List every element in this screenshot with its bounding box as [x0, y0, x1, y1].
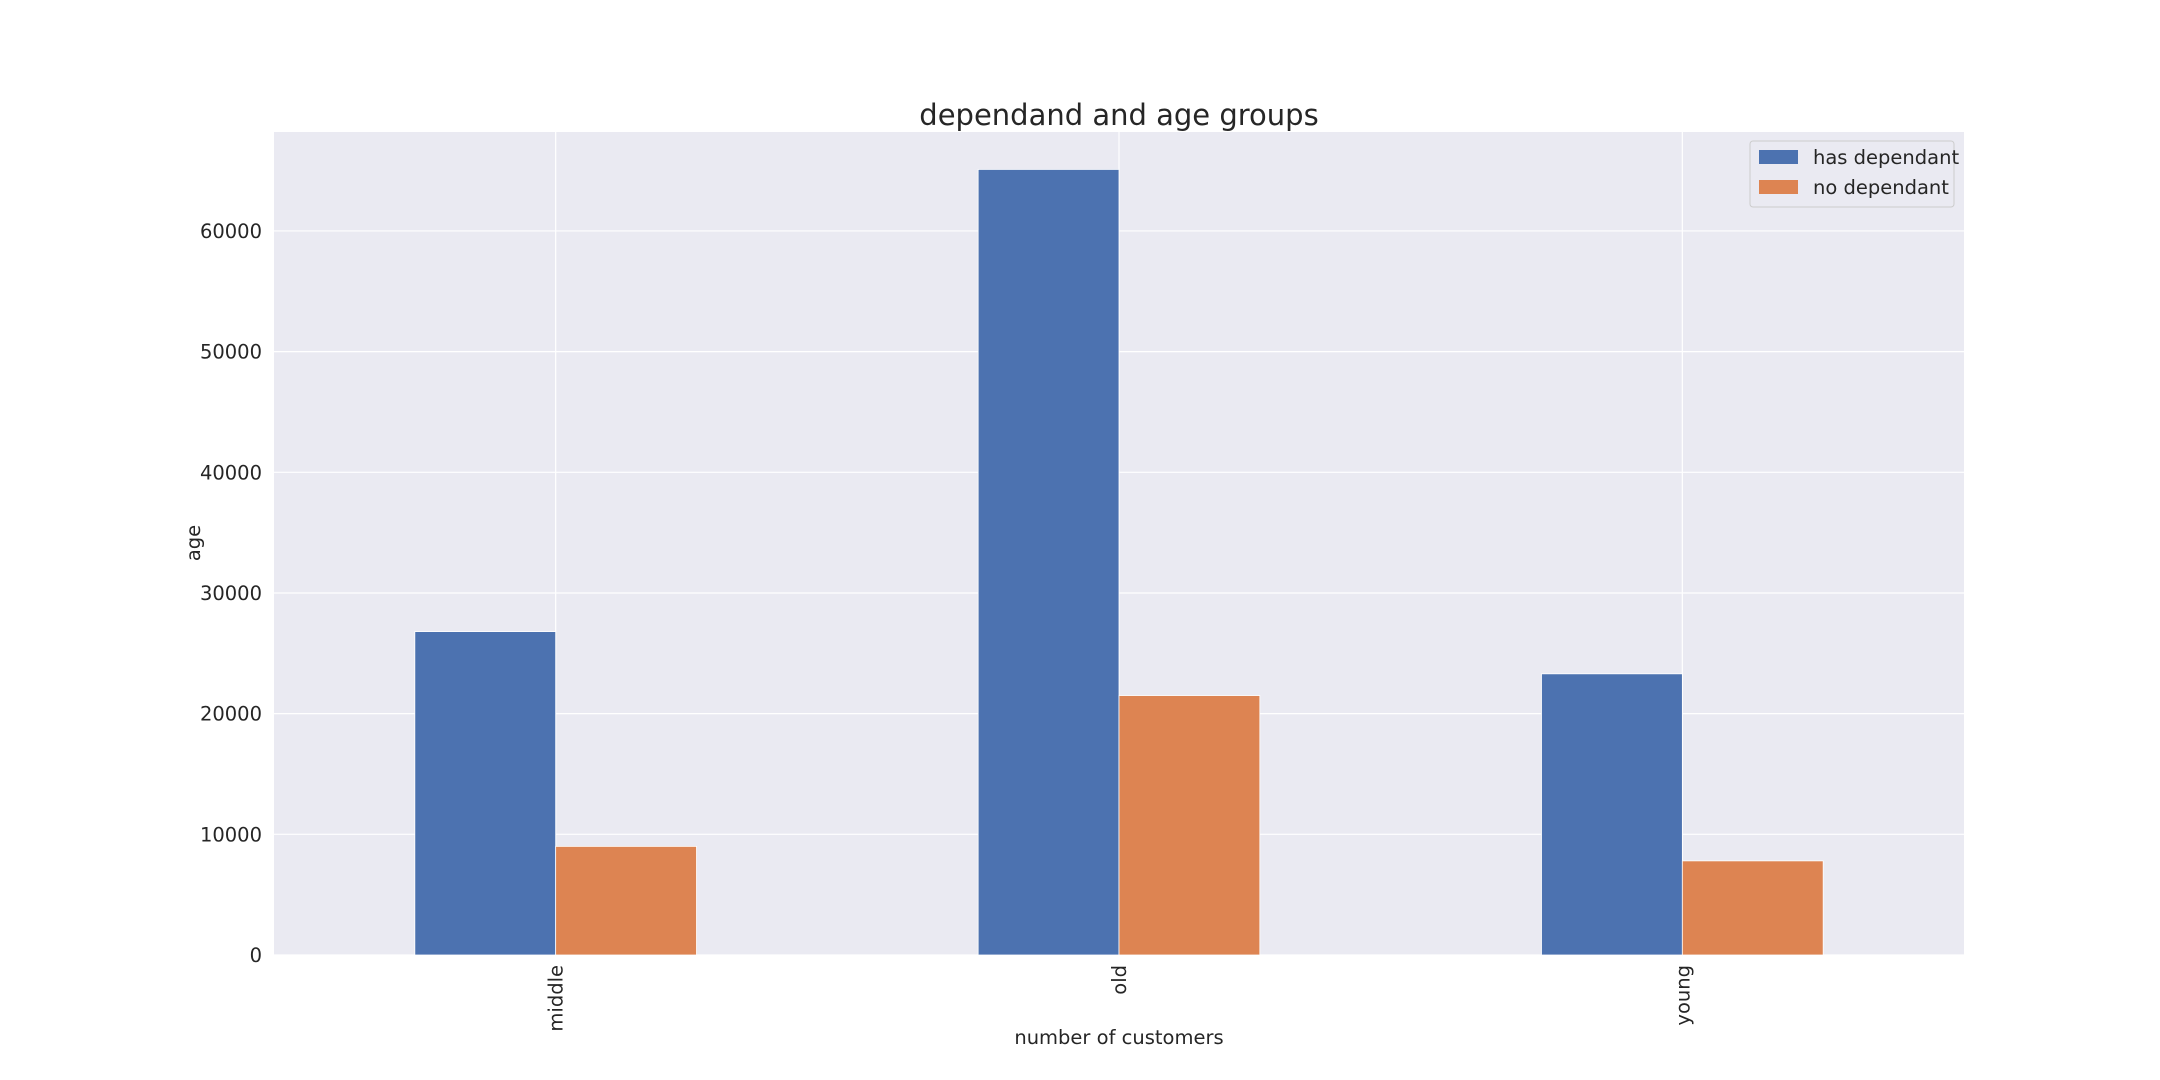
bar-no-dependant-middle	[555, 845, 697, 956]
y-axis-label: age	[182, 525, 205, 561]
x-tick-label: middle	[545, 965, 568, 1032]
legend: has dependant no dependant	[1749, 140, 1959, 208]
y-tick-label: 50000	[200, 341, 262, 364]
legend-swatch-no-dependant	[1759, 180, 1798, 194]
y-tick-label: 20000	[200, 703, 262, 726]
x-axis-label: number of customers	[1014, 1026, 1223, 1049]
y-tick-label: 40000	[200, 461, 262, 484]
bars	[414, 169, 1824, 956]
y-tick-label: 60000	[200, 220, 262, 243]
y-tick-label: 30000	[200, 582, 262, 605]
bar-has-dependant-old	[977, 169, 1120, 956]
x-tick-label: young	[1671, 965, 1694, 1026]
legend-label-has-dependant: has dependant	[1813, 146, 1959, 169]
y-tick-label: 10000	[200, 823, 262, 846]
bar-no-dependant-old	[1118, 695, 1261, 956]
legend-swatch-has-dependant	[1759, 150, 1798, 164]
tick-labels: 0 10000 20000 30000 40000 50000 60000 middle old…	[200, 220, 1694, 1032]
bar-no-dependant-young	[1681, 860, 1824, 956]
bar-has-dependant-middle	[414, 631, 557, 956]
chart-title: dependand and age groups	[919, 98, 1318, 132]
legend-label-no-dependant: no dependant	[1813, 176, 1949, 199]
x-tick-label: old	[1108, 965, 1131, 995]
legend-frame	[1749, 140, 1955, 208]
bar-has-dependant-young	[1541, 673, 1683, 956]
y-tick-label: 0	[250, 944, 262, 967]
